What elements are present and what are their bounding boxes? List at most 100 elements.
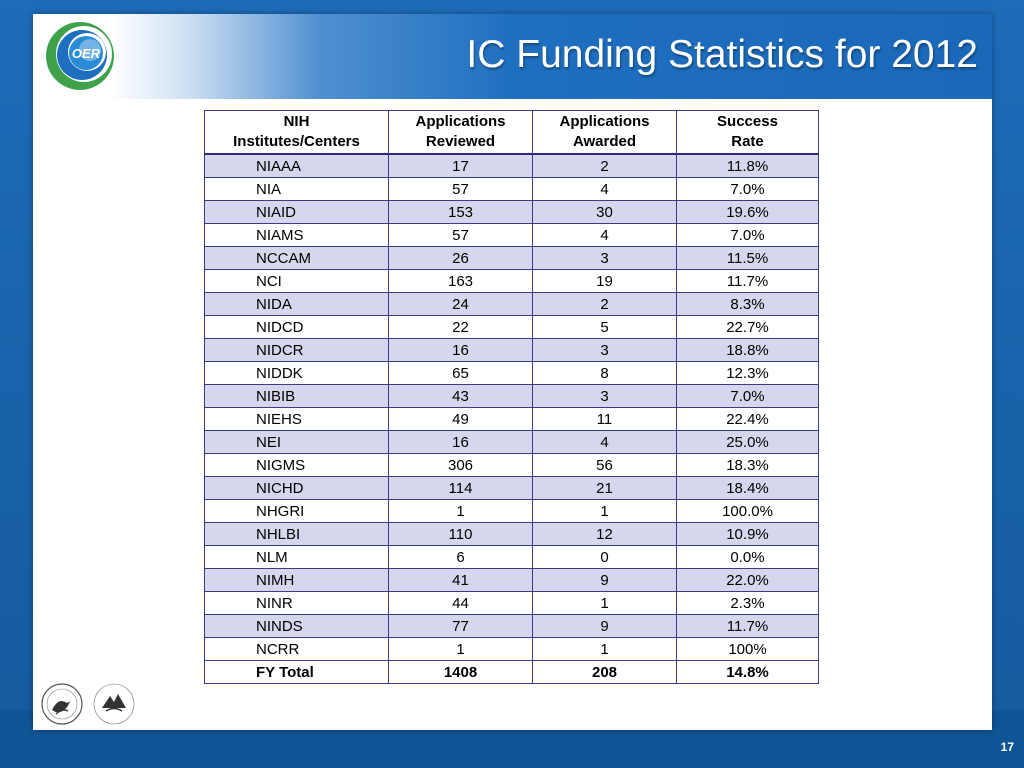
cell-institute: NCCAM: [204, 246, 389, 270]
cell-success-rate: 19.6%: [676, 200, 819, 224]
cell-reviewed: 6: [388, 545, 533, 569]
cell-institute: NINDS: [204, 614, 389, 638]
cell-reviewed: 57: [388, 223, 533, 247]
cell-success-rate: 22.7%: [676, 315, 819, 339]
cell-success-rate: 7.0%: [676, 177, 819, 201]
cell-institute: NCI: [204, 269, 389, 293]
cell-reviewed: 26: [388, 246, 533, 270]
table-row: NICHD 114 21 18.4%: [204, 476, 819, 500]
cell-reviewed: 110: [388, 522, 533, 546]
column-header-reviewed: Applications Reviewed: [388, 110, 533, 155]
cell-awarded: 3: [532, 384, 677, 408]
table-row: NIMH 41 9 22.0%: [204, 568, 819, 592]
cell-awarded: 21: [532, 476, 677, 500]
cell-reviewed: 43: [388, 384, 533, 408]
table-row: NCRR 1 1 100%: [204, 637, 819, 661]
cell-awarded: 4: [532, 177, 677, 201]
cell-success-rate: 25.0%: [676, 430, 819, 454]
cell-awarded: 2: [532, 153, 677, 178]
cell-success-rate: 11.7%: [676, 614, 819, 638]
cell-awarded: 4: [532, 430, 677, 454]
hhs-seal-icon: [41, 683, 83, 725]
table-row: NCCAM 26 3 11.5%: [204, 246, 819, 270]
cell-awarded: 11: [532, 407, 677, 431]
cell-awarded: 1: [532, 499, 677, 523]
cell-institute: NLM: [204, 545, 389, 569]
table-body: NIAAA 17 2 11.8% NIA 57 4 7.0% NIAID 153 30 19.6% NI…: [204, 153, 819, 684]
table-row: NIDCD 22 5 22.7%: [204, 315, 819, 339]
cell-awarded: 8: [532, 361, 677, 385]
cell-awarded: 9: [532, 568, 677, 592]
cell-success-rate: 22.4%: [676, 407, 819, 431]
table-row: NCI 163 19 11.7%: [204, 269, 819, 293]
table-row: NINR 44 1 2.3%: [204, 591, 819, 615]
cell-institute: NICHD: [204, 476, 389, 500]
table-row: NINDS 77 9 11.7%: [204, 614, 819, 638]
cell-awarded: 9: [532, 614, 677, 638]
cell-awarded: 0: [532, 545, 677, 569]
cell-success-rate: 10.9%: [676, 522, 819, 546]
cell-success-rate: 100.0%: [676, 499, 819, 523]
cell-total-label: FY Total: [204, 660, 389, 684]
table-row: NIBIB 43 3 7.0%: [204, 384, 819, 408]
cell-institute: NINR: [204, 591, 389, 615]
table-row: NHGRI 1 1 100.0%: [204, 499, 819, 523]
cell-institute: NIDA: [204, 292, 389, 316]
cell-success-rate: 18.8%: [676, 338, 819, 362]
cell-awarded: 30: [532, 200, 677, 224]
column-header-awarded: Applications Awarded: [532, 110, 677, 155]
cell-success-rate: 7.0%: [676, 384, 819, 408]
cell-reviewed: 24: [388, 292, 533, 316]
cell-institute: NIDCR: [204, 338, 389, 362]
cell-total-rate: 14.8%: [676, 660, 819, 684]
cell-reviewed: 57: [388, 177, 533, 201]
cell-success-rate: 11.5%: [676, 246, 819, 270]
cell-reviewed: 16: [388, 338, 533, 362]
cell-institute: NIBIB: [204, 384, 389, 408]
cell-institute: NIAAA: [204, 153, 389, 178]
cell-awarded: 2: [532, 292, 677, 316]
cell-awarded: 3: [532, 246, 677, 270]
table-row: NIEHS 49 11 22.4%: [204, 407, 819, 431]
cell-total-awarded: 208: [532, 660, 677, 684]
cell-reviewed: 114: [388, 476, 533, 500]
header-band: [33, 14, 992, 99]
column-header-institutes: NIH Institutes/Centers: [204, 110, 389, 155]
cell-institute: NIDDK: [204, 361, 389, 385]
cell-reviewed: 41: [388, 568, 533, 592]
cell-reviewed: 306: [388, 453, 533, 477]
table-row: NHLBI 110 12 10.9%: [204, 522, 819, 546]
cell-institute: NIA: [204, 177, 389, 201]
oer-logo-icon: OER: [46, 22, 114, 90]
table-row: NIDCR 16 3 18.8%: [204, 338, 819, 362]
table-row: NIGMS 306 56 18.3%: [204, 453, 819, 477]
cell-institute: NIGMS: [204, 453, 389, 477]
cell-success-rate: 0.0%: [676, 545, 819, 569]
cell-success-rate: 11.8%: [676, 153, 819, 178]
cell-awarded: 1: [532, 591, 677, 615]
cell-institute: NIMH: [204, 568, 389, 592]
table-row: NIAID 153 30 19.6%: [204, 200, 819, 224]
cell-institute: NIAID: [204, 200, 389, 224]
cell-reviewed: 17: [388, 153, 533, 178]
cell-reviewed: 16: [388, 430, 533, 454]
cell-reviewed: 153: [388, 200, 533, 224]
cell-institute: NIAMS: [204, 223, 389, 247]
cell-reviewed: 44: [388, 591, 533, 615]
cell-success-rate: 18.3%: [676, 453, 819, 477]
cell-awarded: 56: [532, 453, 677, 477]
cell-awarded: 4: [532, 223, 677, 247]
cell-success-rate: 22.0%: [676, 568, 819, 592]
cell-awarded: 5: [532, 315, 677, 339]
table-header-row: NIH Institutes/Centers Applications Review…: [204, 110, 819, 155]
table-row: NIDA 24 2 8.3%: [204, 292, 819, 316]
cell-institute: NHGRI: [204, 499, 389, 523]
cell-total-reviewed: 1408: [388, 660, 533, 684]
logo-text: OER: [72, 46, 101, 61]
column-header-success-rate: Success Rate: [676, 110, 819, 155]
cell-institute: NHLBI: [204, 522, 389, 546]
table-row: NIA 57 4 7.0%: [204, 177, 819, 201]
cell-success-rate: 2.3%: [676, 591, 819, 615]
table-row: NEI 16 4 25.0%: [204, 430, 819, 454]
cell-reviewed: 163: [388, 269, 533, 293]
